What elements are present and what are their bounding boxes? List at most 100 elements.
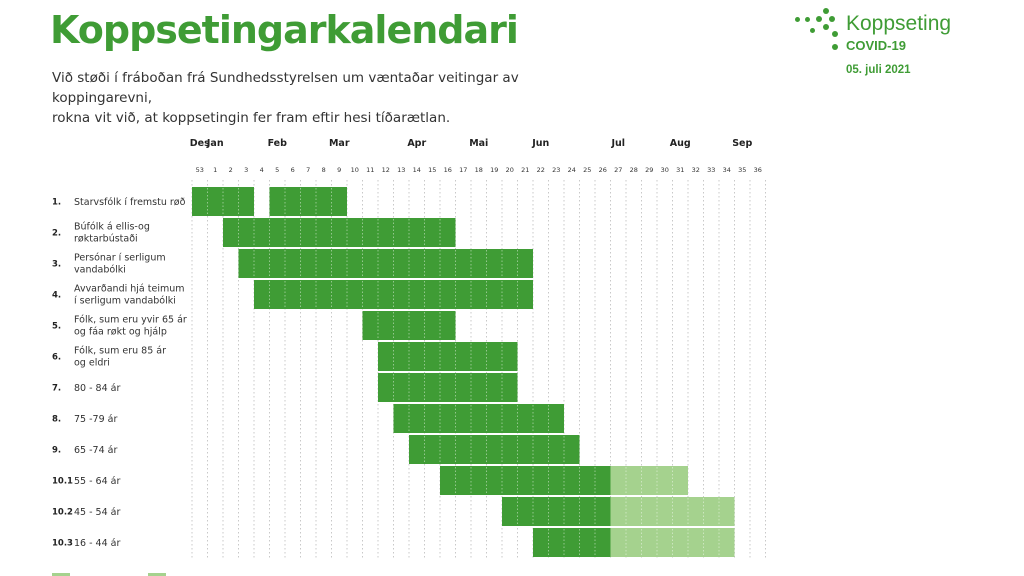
month-label: Jun <box>531 138 549 149</box>
row-label: Avvarðandi hjá teimum <box>74 284 185 295</box>
gantt-bar-projected <box>610 466 688 495</box>
week-label: 14 <box>413 166 421 174</box>
week-label: 24 <box>568 166 576 174</box>
row-number: 2. <box>52 229 61 239</box>
subtitle-line-1: Við støði í fráboðan frá Sundhedsstyrels… <box>52 70 519 106</box>
week-label: 7 <box>306 166 310 174</box>
gantt-bar <box>393 404 564 433</box>
row-number: 10.2 <box>52 508 73 518</box>
gantt-bar-projected <box>610 528 735 557</box>
logo-dot-icon <box>810 28 815 33</box>
row-label: røktarbústaði <box>74 234 138 245</box>
row-number: 3. <box>52 260 61 270</box>
month-label: Mai <box>469 138 488 149</box>
week-label: 1 <box>213 166 217 174</box>
gantt-bar <box>238 249 533 278</box>
gantt-bar <box>254 280 533 309</box>
koppseting-logo: Koppseting COVID-19 <box>794 4 1004 84</box>
row-label: í serligum vandabólki <box>74 296 176 307</box>
row-label: vandabólki <box>74 265 126 276</box>
row-number: 9. <box>52 446 61 456</box>
row-label: Fólk, sum eru 85 ár <box>74 346 166 357</box>
row-label: 16 - 44 ár <box>74 538 120 549</box>
week-label: 12 <box>382 166 390 174</box>
gantt-bar <box>502 497 611 526</box>
week-label: 9 <box>337 166 341 174</box>
logo-dot-icon <box>795 17 800 22</box>
row-number: 1. <box>52 198 61 208</box>
week-label: 35 <box>738 166 746 174</box>
week-label: 25 <box>583 166 591 174</box>
row-number: 4. <box>52 291 61 301</box>
logo-dot-icon <box>816 16 822 22</box>
week-label: 31 <box>676 166 684 174</box>
legend-swatch <box>148 573 166 576</box>
row-label: og fáa røkt og hjálp <box>74 327 167 338</box>
week-label: 6 <box>291 166 295 174</box>
week-label: 18 <box>475 166 483 174</box>
logo-brand-text: Koppseting <box>846 12 952 35</box>
row-label: Persónar í serligum <box>74 253 166 264</box>
week-label: 20 <box>506 166 514 174</box>
gantt-bar <box>409 435 580 464</box>
logo-dot-icon <box>823 24 829 30</box>
month-label: Jul <box>610 138 625 149</box>
logo-dot-icon <box>823 8 829 14</box>
week-label: 2 <box>229 166 233 174</box>
row-label: Fólk, sum eru yvir 65 ár <box>74 315 187 326</box>
week-label: 30 <box>661 166 669 174</box>
row-number: 10.1 <box>52 477 73 487</box>
week-label: 4 <box>260 166 264 174</box>
page-subtitle: Við støði í fráboðan frá Sundhedsstyrels… <box>52 68 572 128</box>
logo-dot-icon <box>832 44 838 50</box>
subtitle-line-2: rokna vit við, at koppsetingin fer fram … <box>52 110 451 126</box>
logo-sub-text: COVID-19 <box>846 38 906 53</box>
month-label: Apr <box>407 138 426 149</box>
legend-swatch <box>52 573 70 576</box>
week-label: 3 <box>244 166 248 174</box>
row-number: 10.3 <box>52 539 73 549</box>
week-label: 26 <box>599 166 607 174</box>
month-label: Aug <box>670 138 691 149</box>
row-label: 75 -79 ár <box>74 414 117 425</box>
week-label: 16 <box>444 166 452 174</box>
gantt-bar-projected <box>610 497 735 526</box>
week-label: 27 <box>614 166 622 174</box>
week-label: 29 <box>645 166 653 174</box>
week-label: 36 <box>754 166 762 174</box>
week-label: 33 <box>707 166 715 174</box>
row-number: 5. <box>52 322 61 332</box>
logo-dot-icon <box>829 16 835 22</box>
week-label: 28 <box>630 166 638 174</box>
row-number: 7. <box>52 384 61 394</box>
week-label: 11 <box>366 166 374 174</box>
month-label: Sep <box>732 138 752 149</box>
row-label: Búfólk á ellis-og <box>74 222 150 233</box>
week-label: 23 <box>552 166 560 174</box>
month-label: Des <box>190 138 210 149</box>
row-label: Starvsfólk í fremstu røð <box>74 197 186 208</box>
gantt-bar <box>269 187 347 216</box>
week-label: 53 <box>196 166 204 174</box>
week-label: 21 <box>521 166 529 174</box>
row-number: 8. <box>52 415 61 425</box>
date-label: 05. juli 2021 <box>846 64 911 76</box>
month-label: Mar <box>329 138 350 149</box>
page-title: Koppsetingarkalendari <box>50 8 519 52</box>
week-label: 19 <box>490 166 498 174</box>
week-label: 15 <box>428 166 436 174</box>
week-label: 34 <box>723 166 731 174</box>
logo-dot-icon <box>832 31 838 37</box>
week-label: 13 <box>397 166 405 174</box>
gantt-bar <box>533 528 611 557</box>
row-label: og eldri <box>74 358 110 369</box>
row-label: 55 - 64 ár <box>74 476 120 487</box>
month-label: Feb <box>268 138 288 149</box>
gantt-bar <box>440 466 611 495</box>
week-label: 17 <box>459 166 467 174</box>
gantt-bar <box>378 342 518 371</box>
week-label: 10 <box>351 166 359 174</box>
gantt-bar <box>362 311 456 340</box>
gantt-bar <box>192 187 254 216</box>
